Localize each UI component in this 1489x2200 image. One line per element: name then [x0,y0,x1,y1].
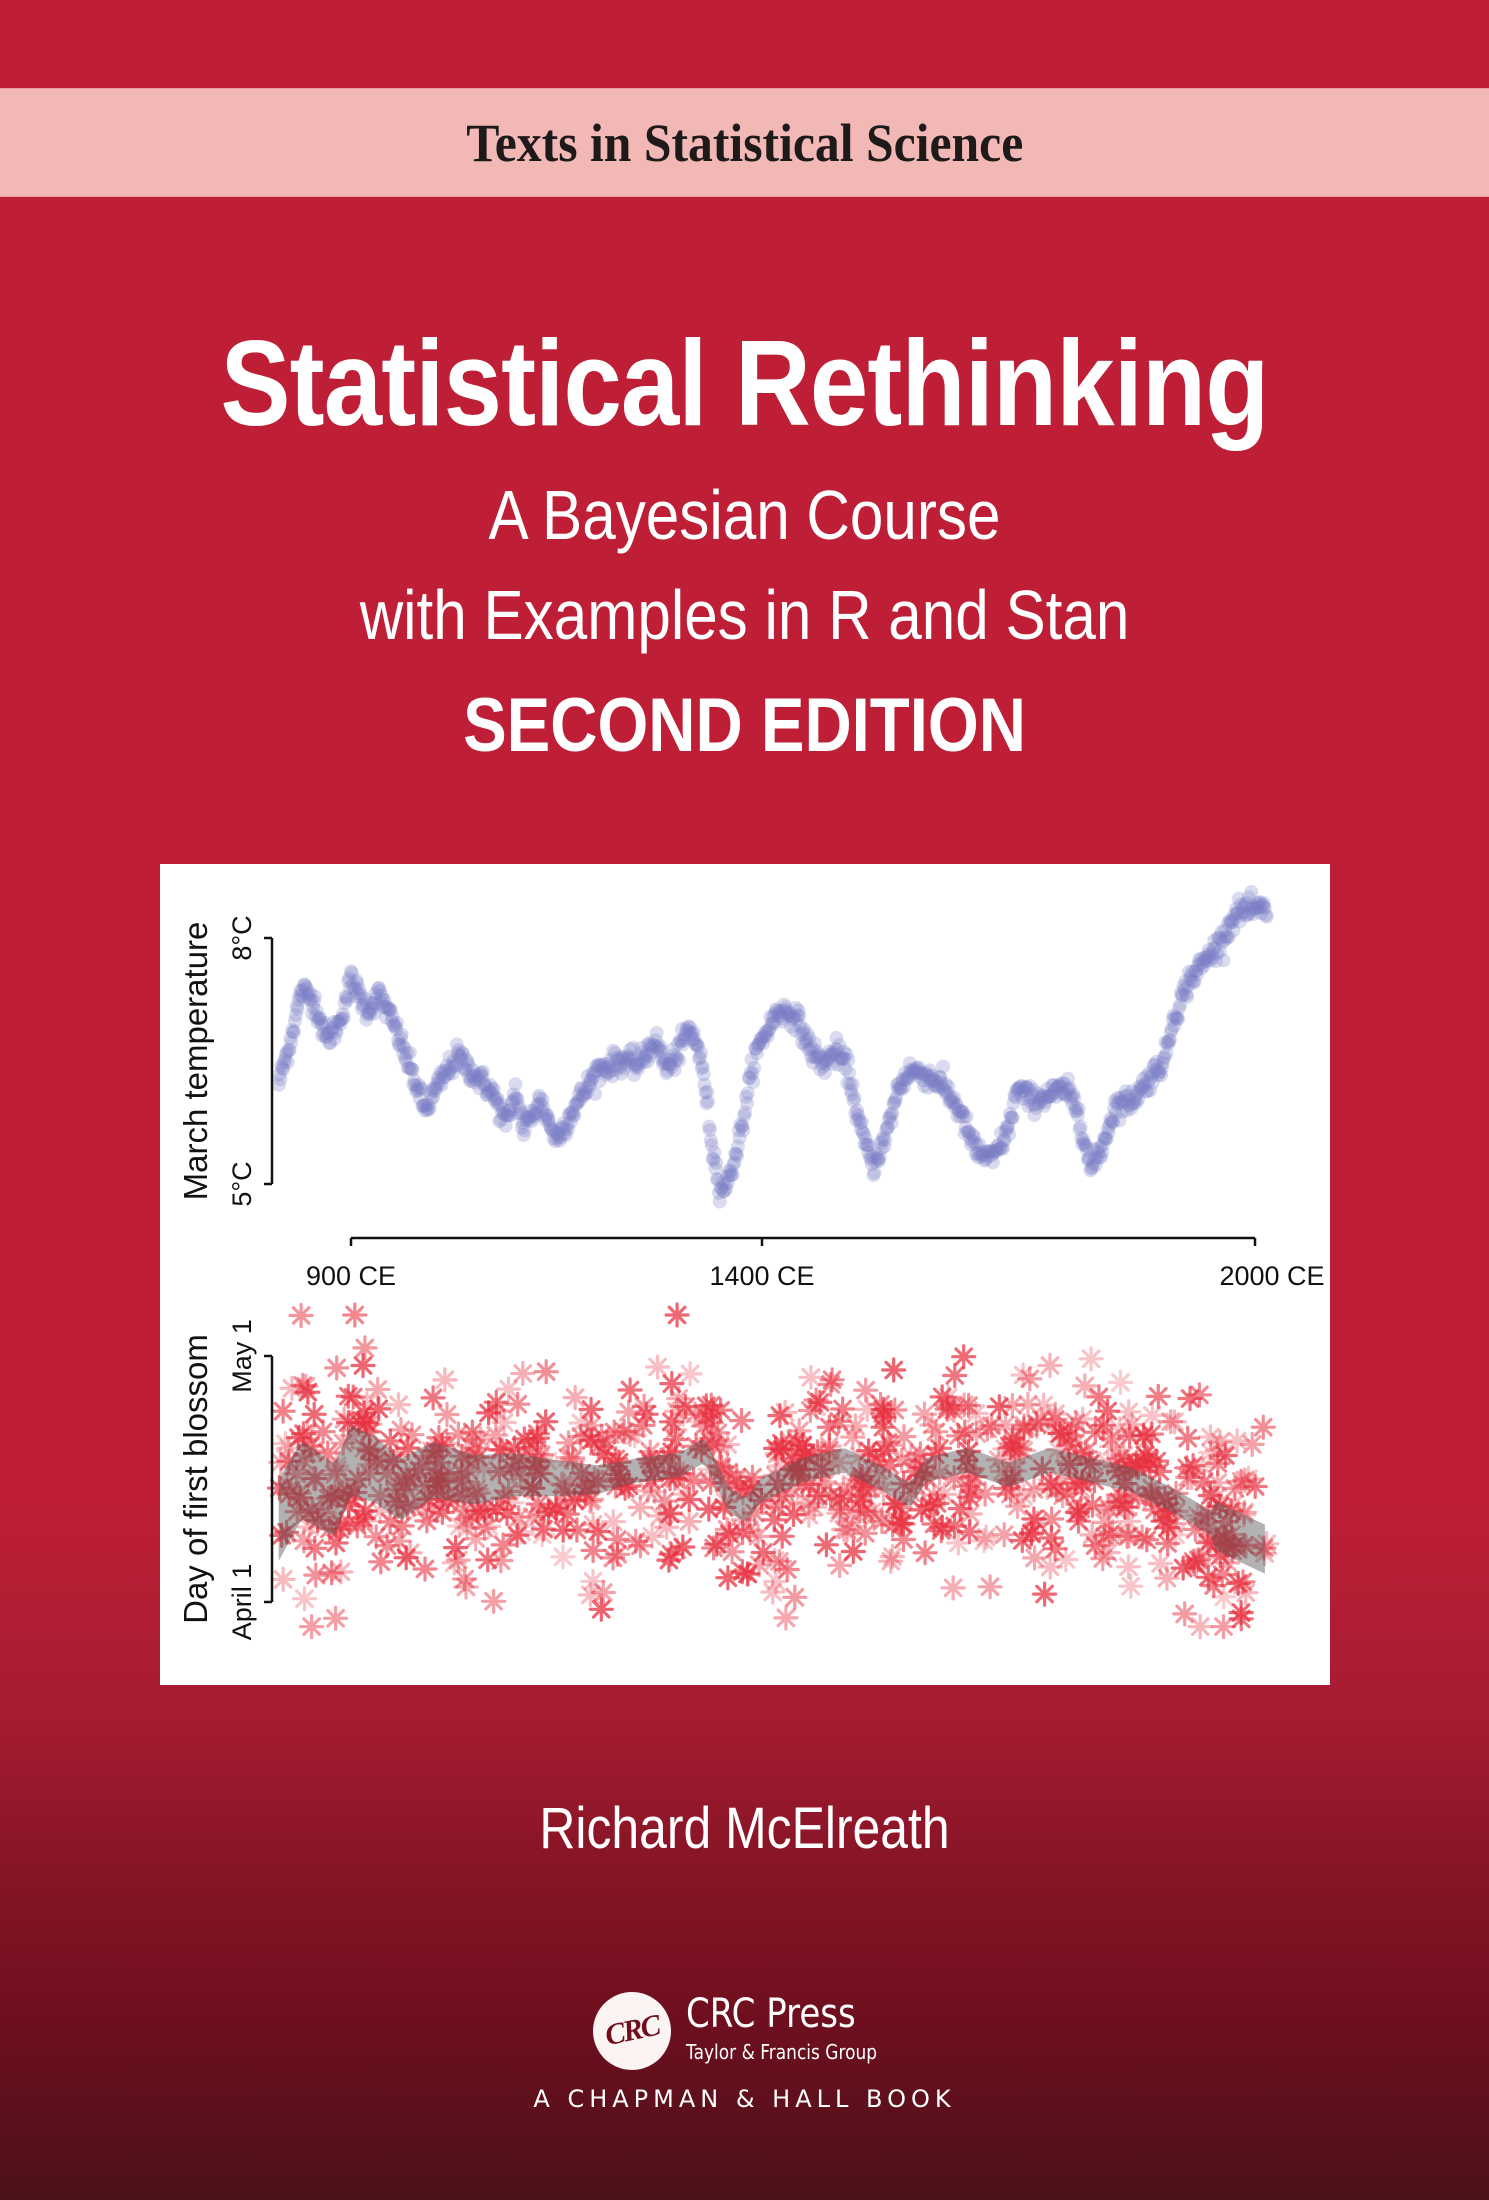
book-title: Statistical Rethinking [220,315,1270,451]
publisher-name: CRC Press [686,1991,856,2037]
crc-logo-text: CRC [602,2008,662,2053]
blossom-points [266,1302,1280,1640]
blossom-y-label: Day of first blossom [177,1334,214,1624]
series-banner: Texts in Statistical Science [0,88,1489,197]
book-subtitle-line2: with Examples in R and Stan [359,576,1130,654]
x-tick-900: 900 CE [306,1261,396,1291]
book-subtitle-line1: A Bayesian Course [488,476,1001,554]
series-title: Texts in Statistical Science [465,112,1024,173]
blossom-y-axis: May 1 April 1 Day of first blossom [177,1319,274,1641]
cover-chart-panel: 8°C 5°C March temperature 900 CE 1400 CE… [160,864,1330,1685]
temperature-y-axis: 8°C 5°C March temperature [177,915,274,1207]
x-tick-1400: 1400 CE [709,1261,814,1291]
y-tick-may1: May 1 [227,1319,257,1393]
y-tick-april1: April 1 [227,1564,257,1641]
edition-label: SECOND EDITION [463,683,1026,768]
cover-charts: 8°C 5°C March temperature 900 CE 1400 CE… [177,885,1325,1641]
imprint-label: A CHAPMAN & HALL BOOK [533,2085,956,2113]
y-tick-8c: 8°C [227,915,257,960]
temperature-x-axis: 900 CE 1400 CE 2000 CE [306,1236,1325,1291]
crc-logo-icon: CRC [593,1992,671,2070]
temperature-points [271,885,1274,1209]
x-tick-2000: 2000 CE [1219,1261,1324,1291]
y-tick-5c: 5°C [227,1161,257,1206]
temperature-y-label: March temperature [177,922,214,1201]
temperature-chart: 8°C 5°C March temperature 900 CE 1400 CE… [177,885,1325,1291]
publisher-group: Taylor & Francis Group [686,2040,878,2064]
blossom-trend-band [278,1425,1265,1574]
publisher-logo: CRC CRC Press Taylor & Francis Group [593,1992,943,2072]
author-name: Richard McElreath [539,1796,950,1861]
blossom-chart: May 1 April 1 Day of first blossom [177,1302,1280,1641]
